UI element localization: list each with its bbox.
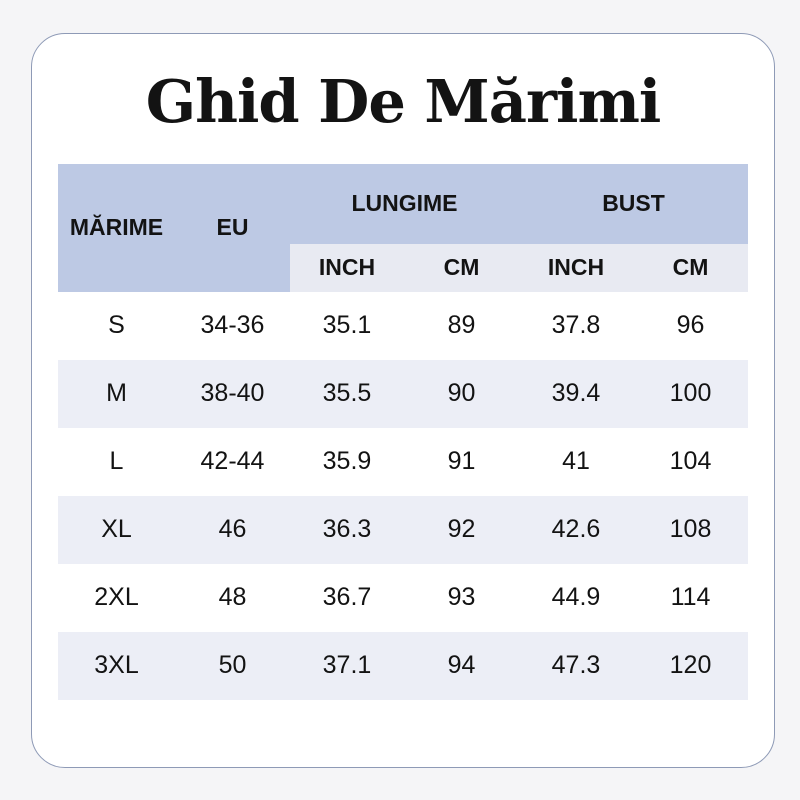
header-group-row: MĂRIME EU LUNGIME BUST bbox=[58, 163, 748, 292]
table-cell: L bbox=[109, 447, 124, 476]
table-cell: 94 bbox=[447, 651, 476, 680]
table-cell: 41 bbox=[562, 447, 590, 476]
table-cell: 39.4 bbox=[551, 379, 601, 408]
table-row-xl: XL 46 36.3 92 42.6 108 bbox=[58, 495, 748, 564]
table-cell: 44.9 bbox=[551, 583, 601, 612]
subheader-bust-cm: CM bbox=[633, 243, 748, 292]
header-marime: MĂRIME bbox=[58, 163, 175, 292]
subheader-lungime-inch: INCH bbox=[290, 243, 404, 292]
table-row-m: M 38-40 35.5 90 39.4 100 bbox=[58, 359, 748, 428]
table-cell: 89 bbox=[447, 311, 476, 340]
table-cell: 46 bbox=[218, 515, 247, 544]
table-cell: M bbox=[106, 379, 127, 408]
table-row-l: L 42-44 35.9 91 41 104 bbox=[58, 428, 748, 496]
table-cell: 120 bbox=[669, 651, 712, 680]
table-row-2xl: 2XL 48 36.7 93 44.9 114 bbox=[58, 564, 748, 632]
table-cell: 48 bbox=[218, 583, 247, 612]
table-cell: 114 bbox=[670, 583, 711, 612]
header-eu: EU bbox=[175, 163, 290, 292]
table-cell: 108 bbox=[669, 515, 712, 544]
table-cell: 36.7 bbox=[322, 583, 372, 612]
size-table: MĂRIME EU LUNGIME BUST INCH CM INCH CM S… bbox=[58, 163, 748, 700]
table-cell: 38-40 bbox=[200, 379, 265, 408]
subheader-lungime-cm: CM bbox=[404, 243, 519, 292]
page-title: Ghid De Mărimi bbox=[145, 67, 662, 136]
table-row-3xl: 3XL 50 37.1 94 47.3 120 bbox=[58, 631, 748, 700]
table-cell: 36.3 bbox=[322, 515, 372, 544]
table-cell: 92 bbox=[447, 515, 476, 544]
table-cell: 42-44 bbox=[200, 447, 265, 476]
table-cell: 37.8 bbox=[551, 311, 601, 340]
table-cell: 104 bbox=[669, 447, 712, 476]
table-cell: 2XL bbox=[94, 583, 139, 612]
table-cell: XL bbox=[101, 515, 132, 544]
header-bust: BUST bbox=[519, 163, 748, 244]
table-row-s: S 34-36 35.1 89 37.8 96 bbox=[58, 292, 748, 360]
table-cell: 34-36 bbox=[200, 311, 265, 340]
table-cell: 35.5 bbox=[322, 379, 372, 408]
table-cell: 37.1 bbox=[322, 651, 372, 680]
table-cell: S bbox=[108, 311, 125, 340]
size-guide-card: Ghid De Mărimi MĂRIME EU LUNGIME BUST IN… bbox=[31, 33, 775, 768]
table-cell: 3XL bbox=[94, 651, 139, 680]
table-cell: 50 bbox=[218, 651, 247, 680]
table-cell: 91 bbox=[447, 447, 476, 476]
table-cell: 93 bbox=[447, 583, 476, 612]
table-cell: 42.6 bbox=[551, 515, 601, 544]
table-cell: 100 bbox=[669, 379, 712, 408]
subheader-bust-inch: INCH bbox=[519, 243, 633, 292]
table-cell: 47.3 bbox=[551, 651, 601, 680]
table-cell: 96 bbox=[676, 311, 705, 340]
table-header: MĂRIME EU LUNGIME BUST INCH CM INCH CM bbox=[58, 163, 748, 292]
table-cell: 35.1 bbox=[322, 311, 372, 340]
table-body: S 34-36 35.1 89 37.8 96 M 38-40 35.5 90 … bbox=[58, 292, 748, 700]
table-cell: 35.9 bbox=[322, 447, 372, 476]
header-sub-row: INCH CM INCH CM bbox=[58, 243, 748, 292]
header-lungime: LUNGIME bbox=[290, 163, 519, 244]
table-cell: 90 bbox=[447, 379, 476, 408]
